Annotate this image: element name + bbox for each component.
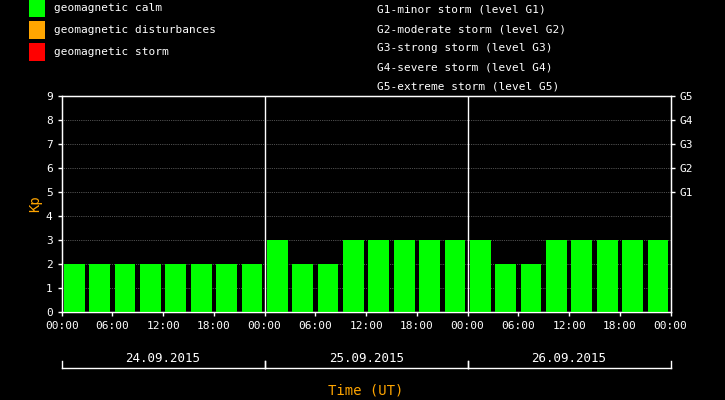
Bar	[597, 240, 618, 312]
Text: geomagnetic calm: geomagnetic calm	[54, 3, 162, 13]
Bar	[64, 264, 85, 312]
Text: 26.09.2015: 26.09.2015	[531, 352, 607, 364]
Bar	[115, 264, 136, 312]
Y-axis label: Kp: Kp	[28, 196, 41, 212]
Bar	[191, 264, 212, 312]
Bar	[419, 240, 440, 312]
Text: Time (UT): Time (UT)	[328, 383, 404, 397]
Bar	[216, 264, 237, 312]
Text: G4-severe storm (level G4): G4-severe storm (level G4)	[377, 63, 552, 73]
Bar	[394, 240, 415, 312]
Bar	[546, 240, 567, 312]
Bar	[521, 264, 542, 312]
Text: 25.09.2015: 25.09.2015	[328, 352, 404, 364]
Bar	[470, 240, 491, 312]
Bar	[495, 264, 516, 312]
Bar	[368, 240, 389, 312]
Bar	[165, 264, 186, 312]
Bar	[267, 240, 288, 312]
Text: geomagnetic disturbances: geomagnetic disturbances	[54, 25, 215, 35]
Text: G2-moderate storm (level G2): G2-moderate storm (level G2)	[377, 24, 566, 34]
Bar	[140, 264, 161, 312]
Bar	[444, 240, 465, 312]
Bar	[292, 264, 313, 312]
Bar	[571, 240, 592, 312]
Bar	[241, 264, 262, 312]
Text: geomagnetic storm: geomagnetic storm	[54, 47, 168, 57]
Bar	[318, 264, 339, 312]
Text: 24.09.2015: 24.09.2015	[125, 352, 201, 364]
Text: G5-extreme storm (level G5): G5-extreme storm (level G5)	[377, 82, 559, 92]
Bar	[89, 264, 110, 312]
Text: G3-strong storm (level G3): G3-strong storm (level G3)	[377, 43, 552, 53]
Text: G1-minor storm (level G1): G1-minor storm (level G1)	[377, 5, 546, 15]
Bar	[622, 240, 643, 312]
Bar	[343, 240, 364, 312]
Bar	[647, 240, 668, 312]
